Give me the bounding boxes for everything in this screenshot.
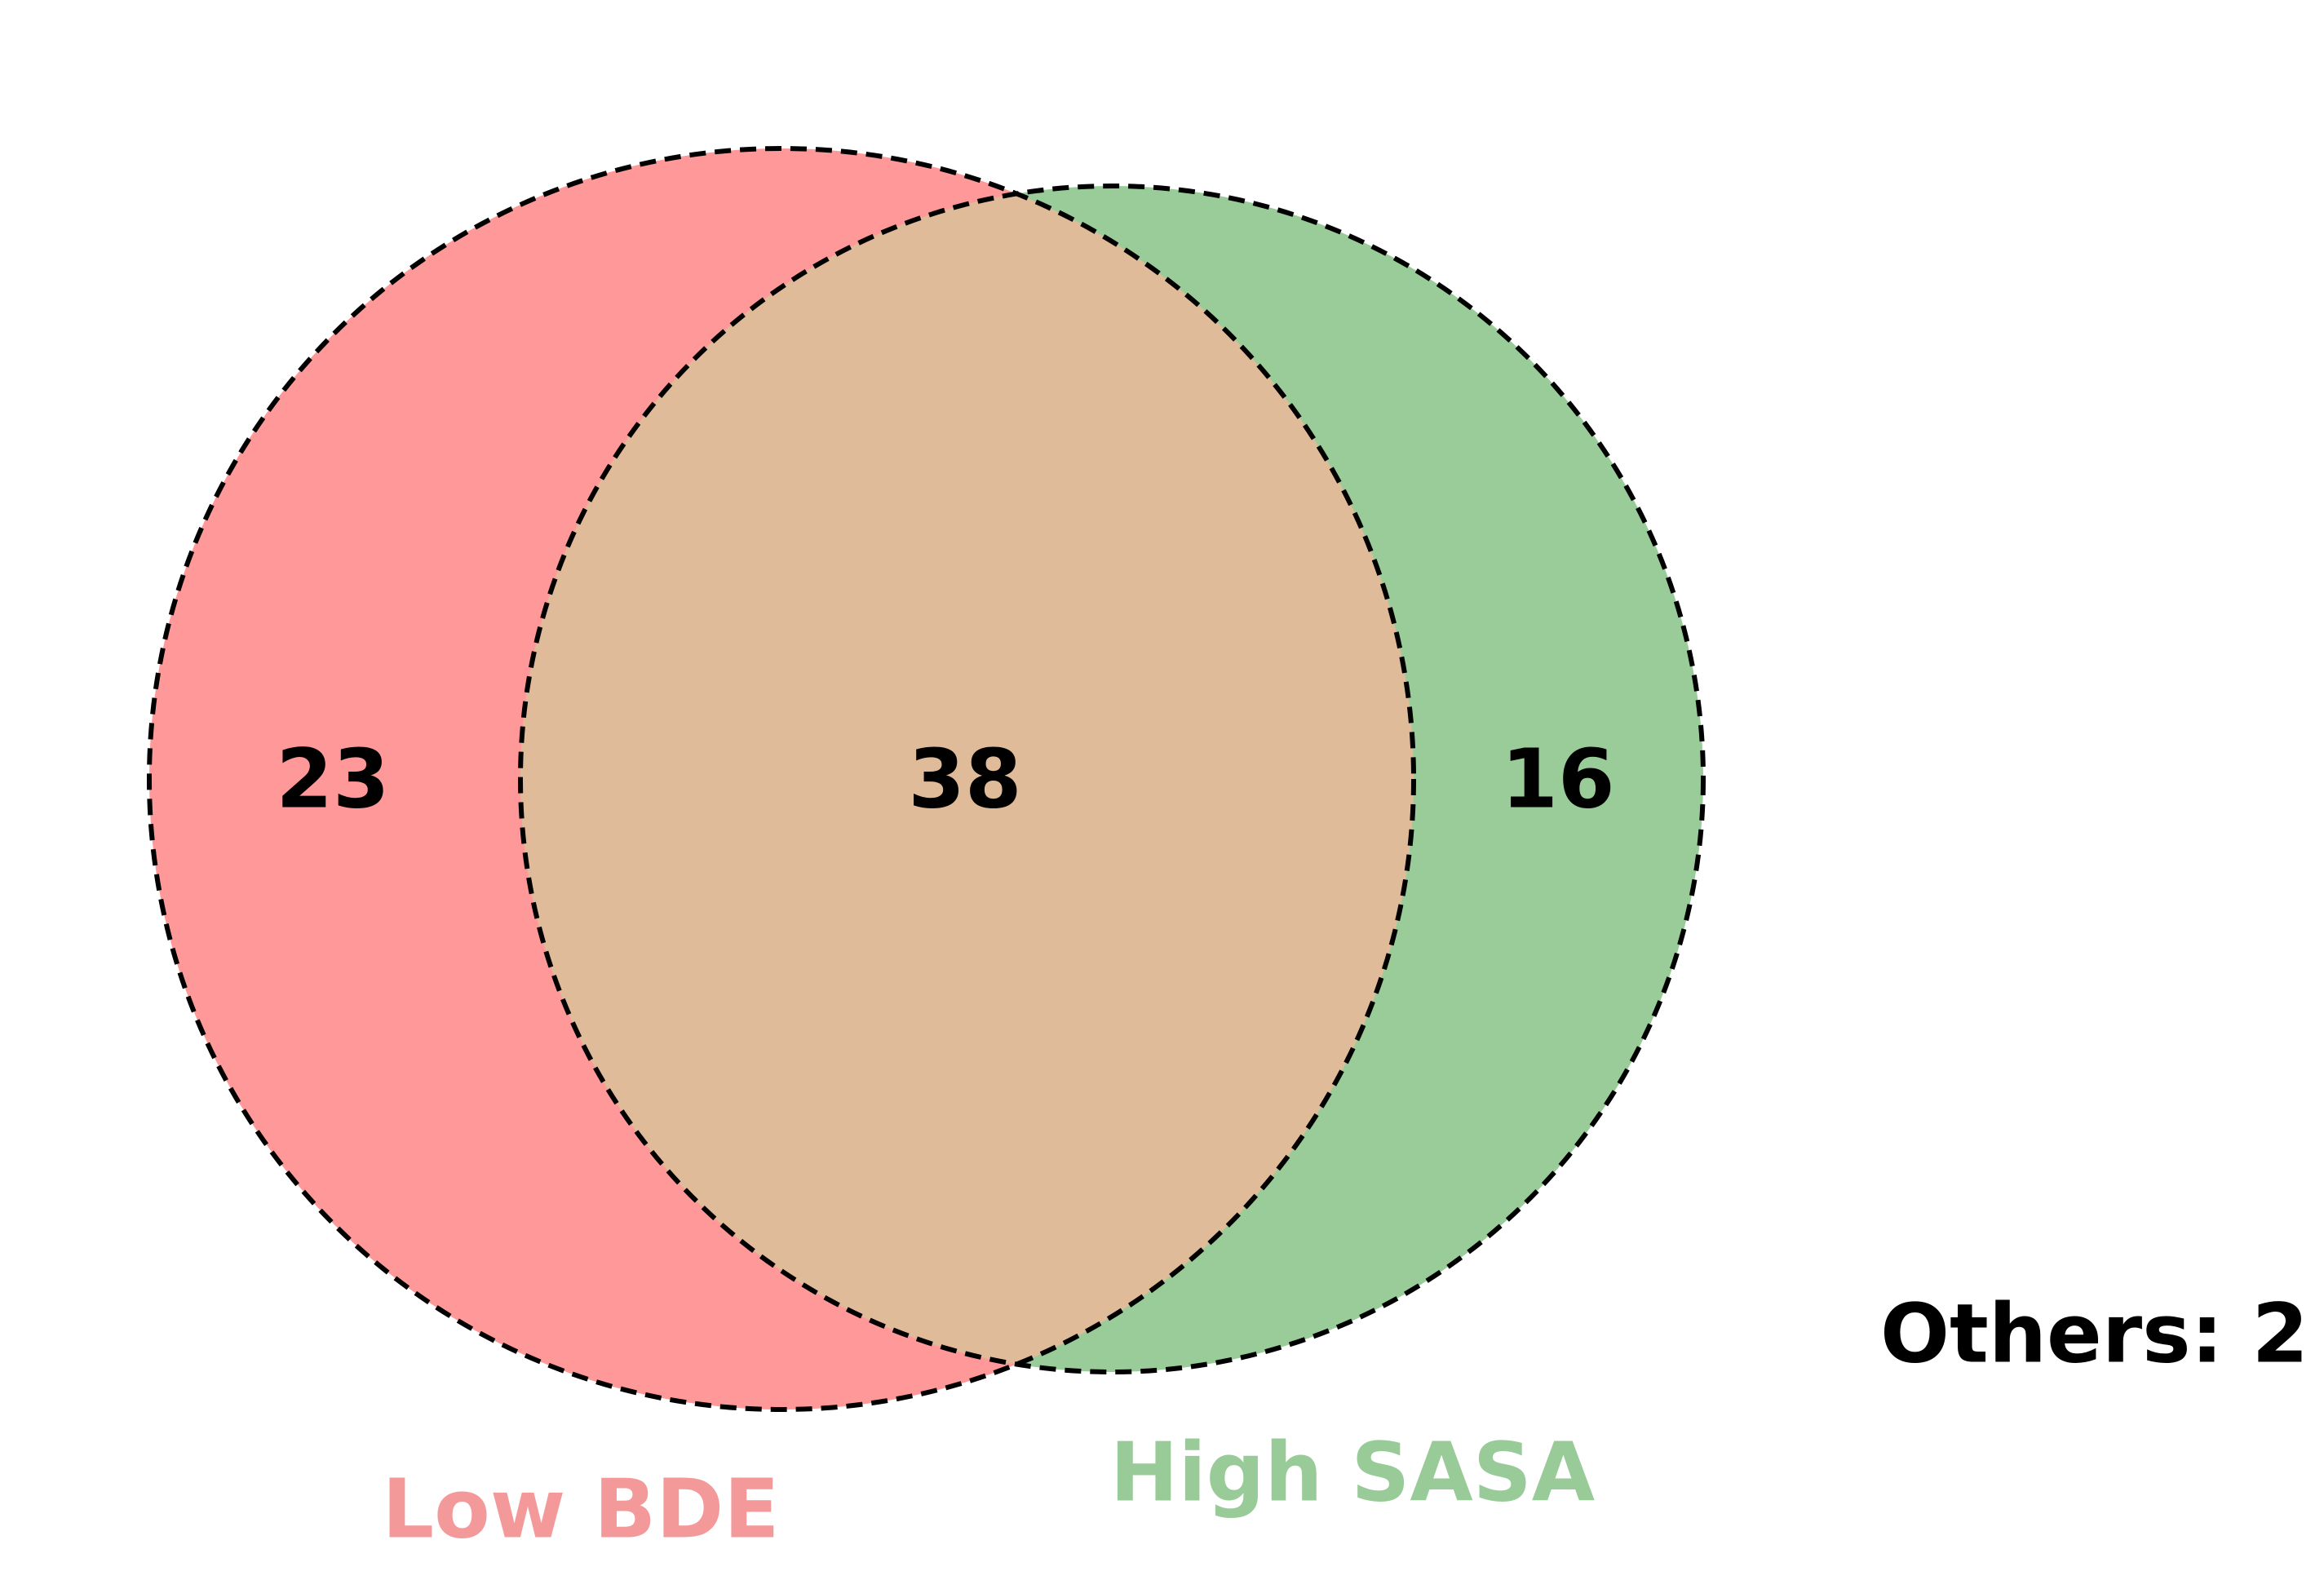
high-sasa-label: High SASA <box>1110 1425 1595 1520</box>
left-only-count: 23 <box>276 732 389 827</box>
low-bde-label: Low BDE <box>382 1462 779 1557</box>
intersection-count: 38 <box>908 732 1021 827</box>
low-bde-outline <box>147 146 1416 1412</box>
right-only-count: 16 <box>1501 732 1614 827</box>
high-sasa-outline <box>518 184 1706 1374</box>
others-count-label: Others: 2 <box>1880 1286 2309 1382</box>
